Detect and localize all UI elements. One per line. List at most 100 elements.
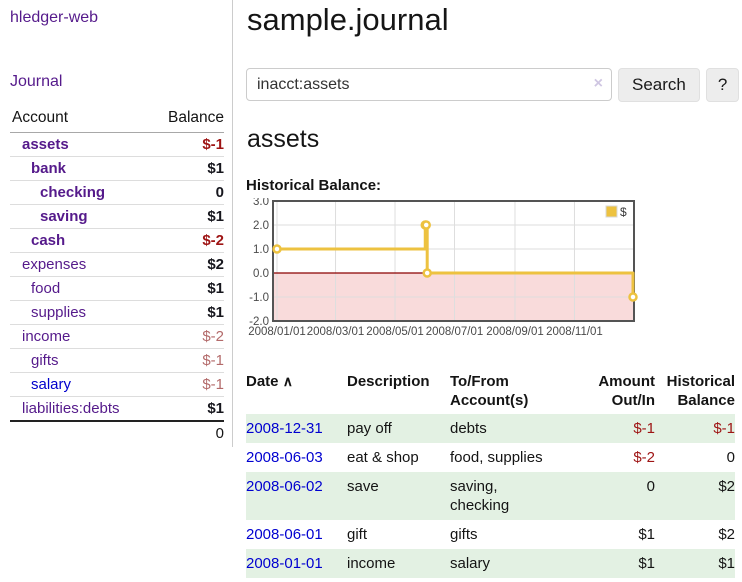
account-link-assets[interactable]: assets <box>22 136 69 153</box>
account-balance: 0 <box>149 180 224 205</box>
accounts-total-value: 0 <box>149 420 224 445</box>
register-header-accounts: To/From Account(s) <box>450 370 583 414</box>
transaction-date-link[interactable]: 2008-06-03 <box>246 449 323 466</box>
accounts-total-spacer <box>10 420 150 445</box>
chart-data-point <box>422 268 432 278</box>
account-link-cash[interactable]: cash <box>31 232 66 249</box>
register-description-cell: eat & shop <box>347 449 419 466</box>
transaction-date-link[interactable]: 2008-06-01 <box>246 526 323 543</box>
chart-xtick-label: 2008/09/01 <box>486 326 544 338</box>
account-link-income[interactable]: income <box>22 328 71 345</box>
help-button[interactable]: ? <box>705 68 740 102</box>
app-title-link[interactable]: hledger-web <box>10 9 99 26</box>
register-header-balance-line2: Balance <box>677 392 735 409</box>
chart-ytick-label: 0.0 <box>253 268 269 280</box>
chart-legend-swatch <box>605 205 618 218</box>
account-row: gifts $-1 <box>10 348 224 373</box>
account-link-bank[interactable]: bank <box>31 160 67 177</box>
account-link-liabilities-debts[interactable]: liabilities:debts <box>22 400 120 417</box>
register-date-cell: 2008-01-01 <box>246 549 347 578</box>
register-description-cell: save <box>347 478 379 495</box>
account-cell: income <box>10 324 150 349</box>
account-cell: gifts <box>10 348 150 373</box>
account-balance: $1 <box>149 396 224 421</box>
search-bar: × Search ? <box>246 68 742 102</box>
chart-ytick-label: 1.0 <box>253 244 269 256</box>
clear-search-icon[interactable]: × <box>593 75 603 92</box>
register-balance-cell: $2 <box>718 478 735 495</box>
register-amount-cell: $1 <box>638 555 655 572</box>
register-description-cell: pay off <box>347 420 392 437</box>
account-link-gifts[interactable]: gifts <box>31 352 59 369</box>
register-header-accounts-line2: Account(s) <box>450 392 529 409</box>
account-row: cash $-2 <box>10 228 224 253</box>
accounts-table: Account Balance assets $-1 bank $1 checking 0… <box>10 107 224 445</box>
account-row: salary $-1 <box>10 372 224 397</box>
register-header-description: Description <box>347 373 430 390</box>
chart-xtick-label: 2008/03/01 <box>307 326 365 338</box>
register-balance-cell: $1 <box>718 555 735 572</box>
account-cell: checking <box>10 180 150 205</box>
chart-xtick-label: 2008/01/01 <box>248 326 306 338</box>
account-balance: $-2 <box>149 324 224 349</box>
account-cell: supplies <box>10 300 150 325</box>
account-balance: $1 <box>149 300 224 325</box>
account-balance: $1 <box>149 204 224 229</box>
account-cell: bank <box>10 156 150 181</box>
register-balance-cell: $-1 <box>713 420 735 437</box>
register-balance-cell: $2 <box>718 526 735 543</box>
register-row: 2008-06-03 eat & shop food, supplies $-2 0 <box>246 443 735 472</box>
register-accounts-cell: salary <box>450 555 491 572</box>
chart-ytick-label: -2.0 <box>249 316 269 328</box>
historical-balance-chart[interactable]: $3.0 2.0 1.0 0.0 -1.0 -2.0 2008/01/01 2008/03/0… <box>246 196 742 345</box>
account-link-expenses[interactable]: expenses <box>22 256 87 273</box>
account-link-saving[interactable]: saving <box>40 208 88 225</box>
sort-ascending-icon: ∧ <box>282 373 293 389</box>
account-row: bank $1 <box>10 156 224 181</box>
account-row: expenses $2 <box>10 252 224 277</box>
search-button[interactable]: Search <box>618 68 700 102</box>
chart-data-point <box>272 244 282 254</box>
register-date-cell: 2008-06-01 <box>246 520 347 549</box>
register-header-date[interactable]: Date ∧ <box>246 370 347 414</box>
chart-xtick-label: 2008/07/01 <box>426 326 484 338</box>
account-row: liabilities:debts $1 <box>10 396 224 421</box>
register-row: 2008-06-02 save saving, checking 0 $2 <box>246 472 735 520</box>
transaction-date-link[interactable]: 2008-01-01 <box>246 555 323 572</box>
search-box: × <box>246 68 612 101</box>
register-description-cell: income <box>347 555 396 572</box>
accounts-header-account: Account <box>10 107 150 133</box>
account-heading: assets <box>247 125 320 153</box>
transaction-date-link[interactable]: 2008-06-02 <box>246 478 323 495</box>
register-accounts-cell: food, supplies <box>450 449 543 466</box>
register-date-cell: 2008-12-31 <box>246 414 347 443</box>
accounts-header-balance: Balance <box>149 107 224 133</box>
chart-ytick-label: -1.0 <box>249 292 269 304</box>
account-link-salary[interactable]: salary <box>31 376 72 393</box>
account-balance: $-1 <box>149 348 224 373</box>
chart-ytick-label: 3.0 <box>253 198 269 208</box>
account-cell: cash <box>10 228 150 253</box>
account-link-checking[interactable]: checking <box>40 184 106 201</box>
chart-xtick-label: 2008/05/01 <box>366 326 424 338</box>
account-row: checking 0 <box>10 180 224 205</box>
register-balance-cell: 0 <box>726 449 735 466</box>
account-balance: $1 <box>149 156 224 181</box>
chart-data-point <box>421 220 431 230</box>
chart-xtick-label: 2008/11/01 <box>546 326 603 338</box>
chart-data-point <box>628 292 638 302</box>
register-accounts-cell: gifts <box>450 526 478 543</box>
sidebar: hledger-web Journal Account Balance asse… <box>0 0 233 447</box>
account-row: supplies $1 <box>10 300 224 325</box>
transaction-date-link[interactable]: 2008-12-31 <box>246 420 323 437</box>
register-header-amount: Amount Out/In <box>583 370 655 414</box>
chart-border <box>272 200 635 322</box>
account-link-food[interactable]: food <box>31 280 61 297</box>
register-header-amount-line1: Amount <box>598 373 655 390</box>
chart-legend-label: $ <box>620 205 627 219</box>
register-date-cell: 2008-06-03 <box>246 443 347 472</box>
search-input[interactable] <box>246 68 612 101</box>
register-table: Date ∧ Description To/From Account(s) Am… <box>246 370 735 578</box>
sidebar-item-journal[interactable]: Journal <box>10 73 63 90</box>
account-link-supplies[interactable]: supplies <box>31 304 87 321</box>
